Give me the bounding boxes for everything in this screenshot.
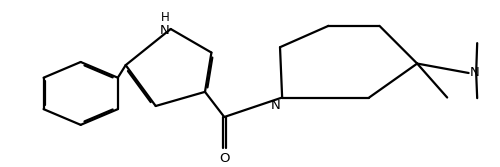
Text: O: O bbox=[219, 152, 230, 165]
Text: N: N bbox=[160, 24, 170, 37]
Text: H: H bbox=[161, 11, 170, 24]
Text: N: N bbox=[270, 99, 280, 112]
Text: N: N bbox=[470, 66, 480, 79]
